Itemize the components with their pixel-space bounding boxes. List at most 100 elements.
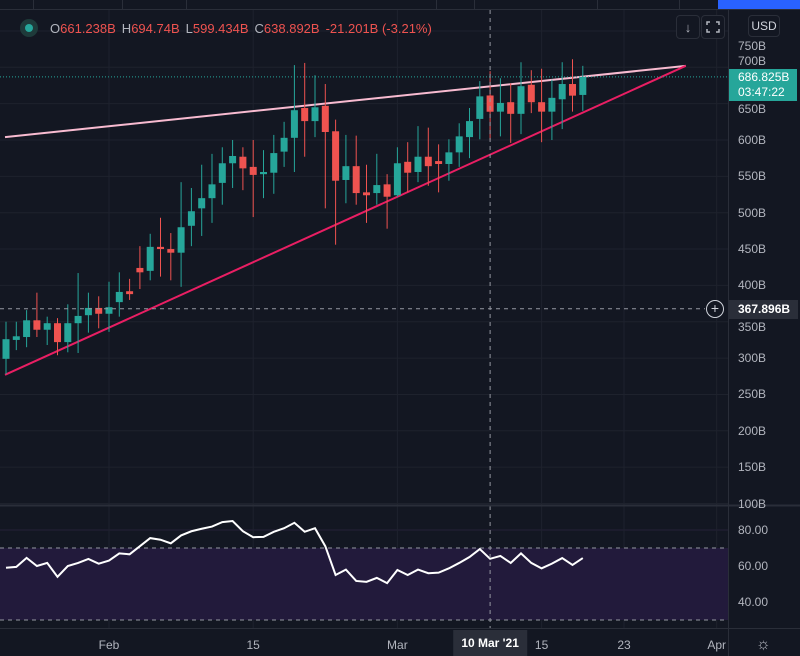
price-tick-label: 650B [738, 101, 767, 116]
close-key: C [254, 20, 264, 36]
candle [280, 121, 288, 167]
candle [229, 140, 237, 188]
crosshair-date-label: 10 Mar '21 [453, 630, 527, 656]
candle [54, 318, 61, 356]
toolbar-divider [597, 0, 598, 9]
candle-body [23, 320, 31, 338]
candle [332, 119, 340, 245]
candle-body [455, 136, 463, 153]
candle-body [404, 161, 412, 173]
candle-body [126, 291, 134, 295]
candle-body [496, 102, 504, 112]
candle-body [435, 161, 443, 164]
time-tick-label: Feb [98, 638, 120, 652]
price-tick-label: 350B [738, 319, 767, 334]
candle [435, 144, 443, 193]
currency-button[interactable]: USD [748, 15, 780, 37]
status-dot-icon [20, 19, 38, 37]
price-tick-label: 500B [738, 205, 767, 220]
candle-body [558, 84, 566, 100]
candle [538, 68, 546, 143]
candle-body [74, 315, 82, 324]
candle-body [527, 84, 535, 103]
candle [342, 134, 350, 204]
candle-body [54, 323, 61, 343]
candle-body [311, 107, 319, 122]
arrow-down-icon: ↓ [684, 19, 692, 35]
scroll-to-latest-button[interactable]: ↓ [676, 15, 700, 39]
candle-body [486, 95, 494, 112]
candle-body [12, 336, 20, 340]
candle-body [218, 163, 226, 183]
rsi-tick-label: 60.00 [738, 559, 769, 573]
candle [507, 83, 515, 143]
trendlines [4, 64, 687, 376]
candle [33, 292, 41, 338]
candle-body [548, 97, 556, 112]
candle [249, 140, 257, 218]
time-tick-label: 23 [617, 638, 631, 652]
price-tick-label: 600B [738, 133, 767, 147]
candle-body [177, 227, 185, 253]
candle [311, 75, 319, 138]
candle [157, 217, 164, 277]
rsi-tick-label: 80.00 [738, 523, 769, 537]
candle-body [517, 86, 525, 114]
publish-button[interactable] [718, 0, 800, 9]
candle-body [466, 121, 473, 138]
candle-body [373, 185, 381, 194]
candle-body [239, 156, 247, 169]
fullscreen-button[interactable] [701, 15, 725, 39]
candle-body [332, 131, 340, 181]
price-tick-label: 450B [738, 242, 767, 257]
price-tick-label: 200B [738, 423, 767, 438]
candle-body [280, 137, 288, 152]
candle [105, 281, 113, 332]
candle [270, 134, 278, 194]
toolbar-divider [436, 0, 437, 9]
candle [301, 62, 309, 157]
time-tick-label: Apr [707, 638, 727, 652]
candle [517, 62, 525, 135]
candle-body [445, 152, 453, 164]
settings-gear-icon[interactable]: ☼ [756, 636, 771, 653]
candle [115, 272, 123, 317]
price-tick-label: 550B [738, 169, 767, 184]
candle [404, 142, 412, 193]
candle [445, 139, 453, 181]
candle [548, 79, 556, 140]
candle [218, 147, 226, 205]
candle [321, 84, 329, 209]
candle [2, 321, 10, 375]
candle-body [424, 156, 432, 167]
candle-body [2, 339, 10, 359]
candle [424, 127, 432, 186]
toolbar-divider [33, 0, 34, 9]
candle [569, 59, 576, 112]
price-tick-label: 750B [738, 39, 767, 53]
bar-countdown: 03:47:22 [738, 84, 785, 99]
candle [23, 310, 31, 348]
close-value: 638.892B [263, 20, 320, 36]
candles [2, 59, 587, 375]
rsi-band [0, 548, 729, 620]
rsi-tick-label: 40.00 [738, 595, 769, 609]
last-price: 686.825B [738, 69, 790, 84]
candle-body [414, 156, 422, 172]
candle [12, 321, 20, 351]
high-key: H [121, 20, 132, 36]
add-alert-plus-icon[interactable]: + [706, 299, 724, 318]
candle-body [363, 192, 370, 196]
candle [84, 292, 92, 333]
candle-body [579, 76, 587, 95]
toolbar-divider [679, 0, 680, 9]
candle-body [198, 198, 206, 209]
candle-body [167, 249, 175, 253]
candle [290, 65, 298, 172]
time-tick-label: 15 [534, 638, 549, 652]
candle-body [33, 320, 41, 330]
candle-body [569, 84, 576, 96]
candle [373, 153, 381, 205]
candle-body [352, 166, 360, 194]
